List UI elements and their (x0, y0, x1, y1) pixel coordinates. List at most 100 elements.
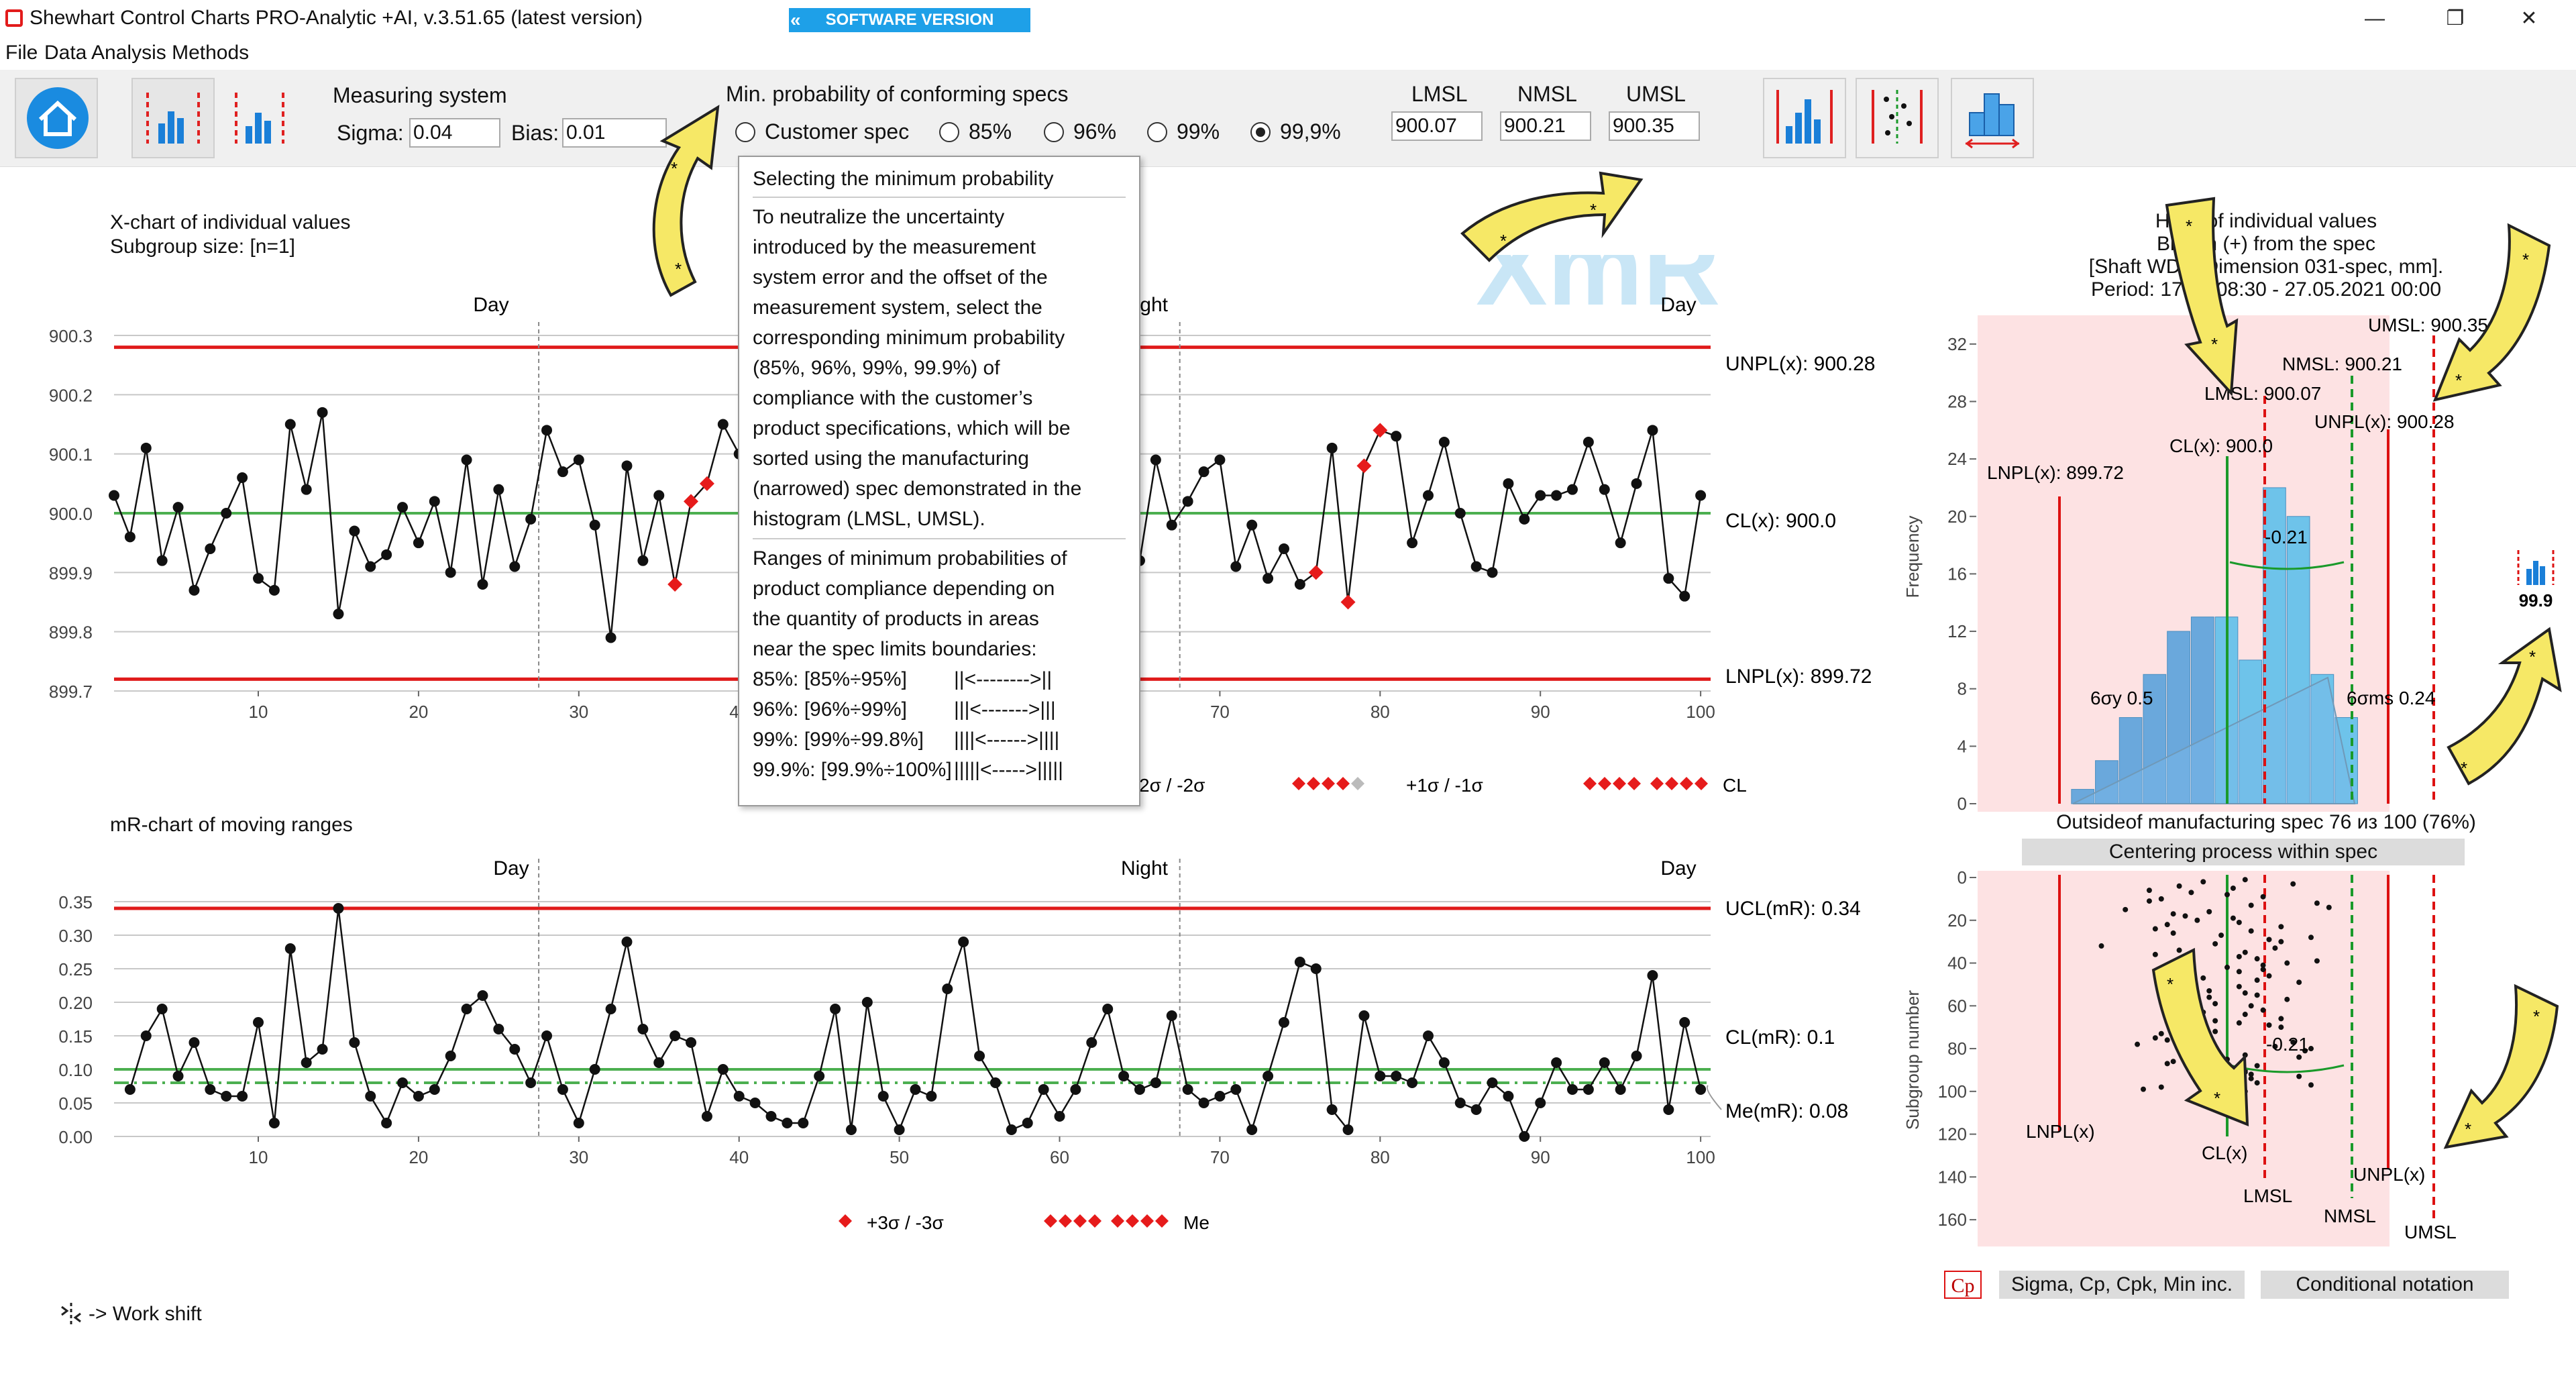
restore-button[interactable]: ❐ (2446, 7, 2465, 30)
x-data-point (1230, 561, 1242, 572)
scatter-ytick-label: 160 (1938, 1210, 1967, 1230)
mr-data-point (301, 1057, 312, 1068)
x-data-point (1182, 496, 1193, 507)
radio-85[interactable] (939, 122, 959, 142)
radio-99[interactable] (1147, 122, 1167, 142)
centering-process-button[interactable]: Centering process within spec (2022, 839, 2465, 865)
scatter-point (2278, 1016, 2284, 1022)
mr-data-point (782, 1118, 793, 1128)
mr-data-point (1102, 1004, 1114, 1014)
radio-customer-spec[interactable] (735, 122, 755, 142)
scatter-ytick-label: 0 (1957, 868, 1967, 888)
mr-data-point (798, 1118, 809, 1128)
scatter-cl-label: CL(x) (2202, 1142, 2247, 1163)
mr-data-point (1358, 1010, 1370, 1021)
histogram-shift-button[interactable] (1951, 78, 2034, 158)
x-data-point (1454, 508, 1466, 519)
close-button[interactable]: ✕ (2520, 7, 2538, 30)
cp-indicator[interactable]: 99.9 (2514, 549, 2557, 613)
mr-data-point (1022, 1118, 1033, 1128)
svg-text:*: * (675, 259, 682, 279)
callout-arrow-6: ** (2151, 947, 2249, 1127)
x-data-point (1647, 425, 1658, 436)
mr-data-point (189, 1037, 200, 1048)
menu-file[interactable]: File (5, 42, 38, 64)
scatter-point (2212, 1028, 2218, 1034)
radio-99-9-label[interactable]: 99,9% (1280, 119, 1341, 144)
scatter-point (2248, 928, 2254, 934)
software-version-badge[interactable]: SOFTWARE VERSION (789, 8, 1030, 32)
x-data-point (221, 508, 232, 519)
radio-96[interactable] (1044, 122, 1064, 142)
conditional-notation-button[interactable]: Conditional notation (2261, 1271, 2509, 1299)
mr-data-point (1487, 1077, 1498, 1088)
x-data-point (1663, 573, 1674, 584)
tooltip-range-row: 85%: [85%÷95%] ||<-------->|| (753, 664, 1063, 694)
hist-ytick-label: 4 (1957, 736, 1967, 756)
scatter-point (2236, 969, 2242, 975)
xchart-day-label-2: Day (1660, 294, 1696, 316)
x-data-point (1326, 442, 1338, 454)
umsl-input[interactable]: 900.35 (1609, 111, 1700, 141)
scatter-ytick-label: 120 (1938, 1124, 1967, 1145)
x-ytick-label: 900.2 (49, 385, 93, 405)
nmsl-input[interactable]: 900.21 (1500, 111, 1591, 141)
tooltip-range-row: 99.9%: [99.9%÷100%] |||||<----->||||| (753, 755, 1063, 785)
mr-data-point (541, 1030, 553, 1041)
x-data-point (156, 555, 168, 566)
mr-data-point (845, 1124, 857, 1135)
lmsl-input[interactable]: 900.07 (1391, 111, 1483, 141)
mr-data-point (397, 1077, 409, 1088)
scatter-point (2296, 1073, 2302, 1079)
tooltip-paragraph-1: To neutralize the uncertainty introduced … (753, 202, 1126, 534)
scatter-point (2170, 1059, 2176, 1065)
bias-input[interactable]: 0.01 (562, 118, 667, 148)
radio-96-label[interactable]: 96% (1073, 119, 1117, 144)
mr-ytick-label: 0.05 (58, 1094, 93, 1114)
sigma-cp-cpk-button[interactable]: Sigma, Cp, Cpk, Min inc. (1999, 1271, 2245, 1299)
menu-data-analysis-methods[interactable]: Data Analysis Methods (44, 42, 250, 64)
mr-data-point (942, 983, 953, 994)
x-data-point (605, 632, 616, 643)
legend-diamonds-3 (1044, 1214, 1169, 1228)
mr-data-point (765, 1111, 777, 1122)
scatter-point (2248, 902, 2254, 908)
scatter-point (2212, 941, 2218, 947)
radio-99-9[interactable] (1250, 122, 1271, 142)
range-bar: ||||<------>|||| (954, 729, 1060, 751)
mr-data-point (429, 1084, 440, 1095)
me-mr-label: Me(mR): 0.08 (1725, 1100, 1848, 1122)
radio-99-label[interactable]: 99% (1177, 119, 1220, 144)
x-data-point (1535, 490, 1546, 501)
histogram-limits-button[interactable] (131, 78, 215, 158)
scatter-point (2242, 877, 2248, 883)
cp-button[interactable]: Cp (1944, 1271, 1982, 1299)
work-shift-label: -> Work shift (89, 1303, 202, 1325)
measuring-system-label: Measuring system (333, 83, 507, 107)
frequency-axis-label: Frequency (1902, 516, 1923, 598)
xchart-day-label-1: Day (473, 294, 508, 316)
mr-data-point (1166, 1010, 1177, 1021)
spec-limits-chart-button[interactable] (1763, 78, 1846, 158)
mr-data-point (1294, 957, 1305, 967)
radio-customer-spec-label[interactable]: Customer spec (765, 119, 910, 144)
scatter-point (2314, 900, 2320, 906)
scatter-point (2266, 1022, 2272, 1028)
mr-data-point (221, 1091, 232, 1102)
narrowed-spec-button[interactable] (217, 78, 301, 158)
x-data-point (205, 543, 216, 554)
sigma-input[interactable]: 0.04 (409, 118, 500, 148)
sigma-ms-triangle (2072, 676, 2356, 804)
scatter-centering-button[interactable] (1856, 78, 1939, 158)
radio-85-label[interactable]: 85% (969, 119, 1012, 144)
scatter-point (2248, 1003, 2254, 1009)
scatter-point (2206, 994, 2212, 1000)
svg-text:*: * (2455, 370, 2462, 390)
home-button[interactable] (15, 78, 98, 158)
mr-data-point (1278, 1017, 1289, 1028)
mr-data-point (573, 1118, 584, 1128)
callout-arrow-5: ** (2447, 627, 2562, 786)
minimize-button[interactable]: — (2365, 7, 2385, 30)
hist-bar (2167, 631, 2190, 804)
mr-data-point (140, 1030, 152, 1041)
